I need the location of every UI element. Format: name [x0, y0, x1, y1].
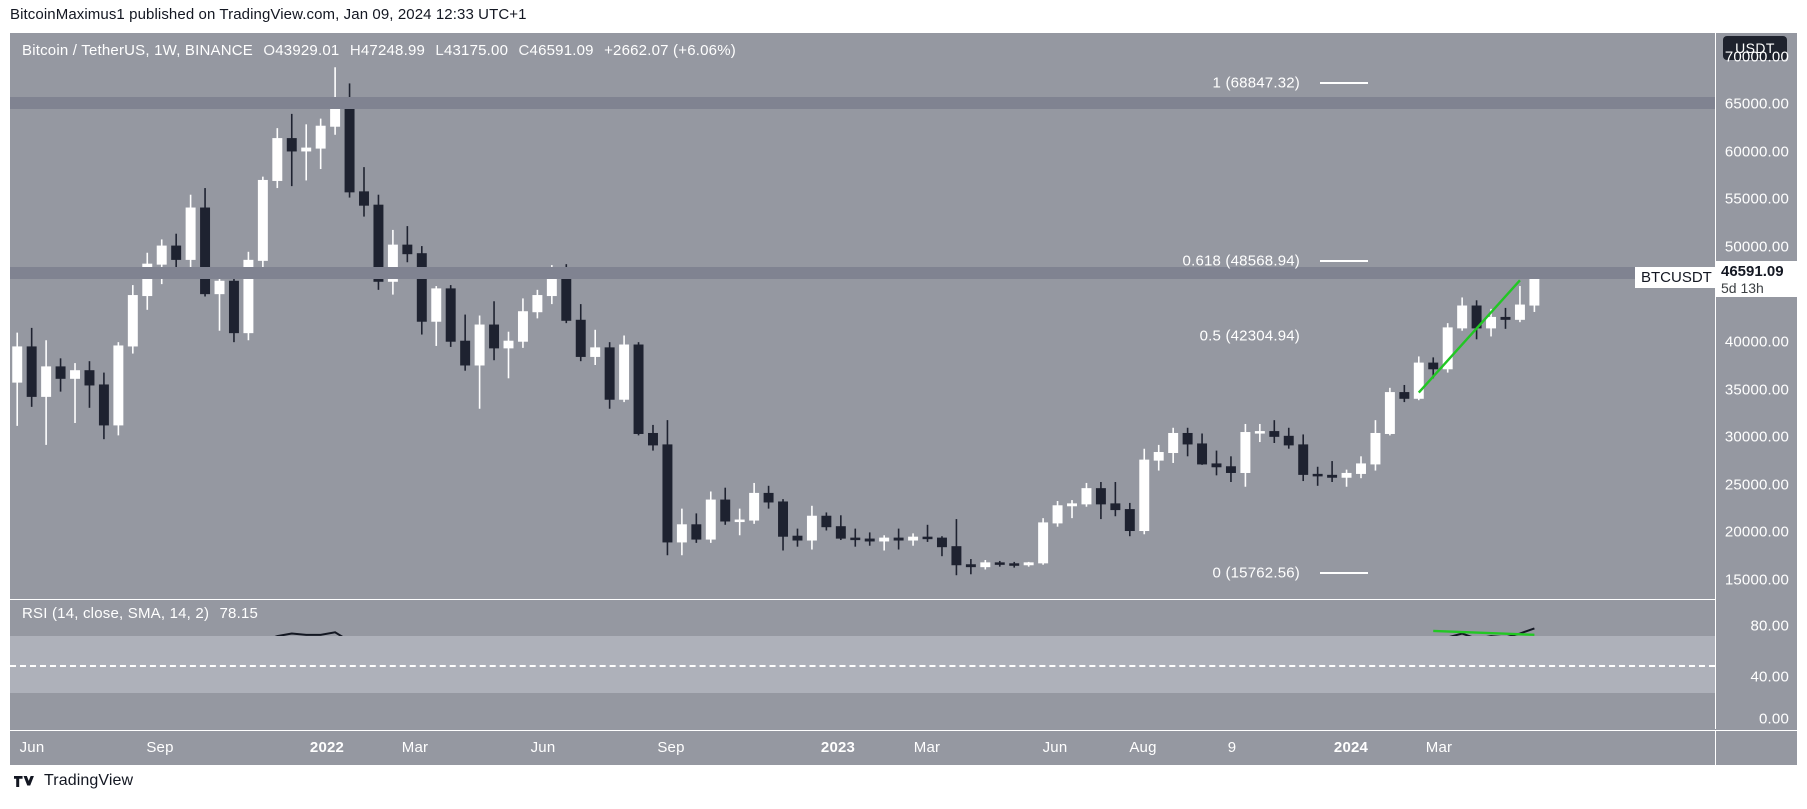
currency-badge[interactable]: USDT [1723, 36, 1787, 60]
price-axis-tick: 40000.00 [1724, 333, 1789, 351]
resistance-band [10, 96, 1715, 109]
pane-divider [10, 599, 1715, 600]
rsi-value: 78.15 [219, 605, 259, 622]
time-axis-tick: 2024 [1333, 739, 1369, 756]
current-price-value: 46591.09 [1721, 262, 1784, 280]
legend-symbol[interactable]: Bitcoin / TetherUS, 1W, BINANCE [22, 42, 254, 59]
fib-level-label[interactable]: 0.5 (42304.94) [1199, 327, 1300, 345]
rsi-title[interactable]: RSI (14, close, SMA, 14, 2) [22, 605, 210, 622]
fib-level-label[interactable]: 0 (15762.56) [1212, 564, 1300, 582]
legend-low-value: 43175.00 [443, 42, 509, 59]
legend-change: +2662.07 (+6.06%) [604, 42, 736, 59]
fib-level-label[interactable]: 1 (68847.32) [1212, 74, 1300, 92]
fib-level-line [1320, 259, 1368, 262]
fib-level-line [1320, 571, 1368, 574]
publisher-attribution: BitcoinMaximus1 published on TradingView… [10, 6, 527, 23]
price-axis-tick: 30000.00 [1724, 428, 1789, 446]
price-legend: Bitcoin / TetherUS, 1W, BINANCE O43929.0… [22, 42, 736, 59]
fib-level-label[interactable]: 0.618 (48568.94) [1182, 252, 1300, 270]
tradingview-logo-icon [14, 774, 36, 789]
price-axis-tick: 20000.00 [1724, 523, 1789, 541]
price-axis[interactable]: USDT 70000.00 65000.00 60000.00 55000.00 500… [1715, 33, 1797, 599]
rsi-axis[interactable]: 80.00 40.00 0.00 [1715, 600, 1797, 729]
current-price-tag[interactable]: 46591.09 5d 13h [1715, 261, 1797, 298]
rsi-middle-band [10, 636, 1715, 693]
bar-countdown: 5d 13h [1721, 279, 1764, 296]
legend-close-value: 46591.09 [529, 42, 594, 59]
time-axis-tick: Jun [1042, 739, 1068, 756]
price-plot-area[interactable]: 1 (68847.32) 0.618 (48568.94) 0.5 (42304.9… [10, 33, 1715, 599]
symbol-price-tag[interactable]: BTCUSDT [1635, 267, 1718, 289]
price-pane: 1 (68847.32) 0.618 (48568.94) 0.5 (42304.9… [10, 33, 1797, 599]
time-axis-tick: 2022 [309, 739, 345, 756]
legend-high-label: H [349, 42, 361, 59]
axis-separator-line [1715, 33, 1716, 729]
legend-close-label: C [518, 42, 530, 59]
time-axis-tick: Mar [1425, 739, 1453, 756]
price-axis-tick: 60000.00 [1724, 143, 1789, 161]
footer-branding: TradingView [14, 772, 133, 790]
fib-level-line [1320, 81, 1368, 84]
price-axis-tick: 65000.00 [1724, 95, 1789, 113]
time-axis-tick: Sep [146, 739, 174, 756]
time-axis-tick: 2023 [820, 739, 856, 756]
time-axis[interactable]: Jun Sep 2022 Mar Jun Sep 2023 Mar Jun Aug 9 2024 Mar [10, 730, 1797, 765]
rsi-axis-tick: 0.00 [1759, 710, 1789, 728]
chart-frame: 1 (68847.32) 0.618 (48568.94) 0.5 (42304.9… [10, 33, 1797, 765]
rsi-plot-area[interactable] [10, 600, 1715, 729]
rsi-axis-tick: 40.00 [1750, 668, 1789, 686]
price-axis-tick: 35000.00 [1724, 381, 1789, 399]
price-axis-tick: 55000.00 [1724, 190, 1789, 208]
legend-open-value: 43929.01 [275, 42, 340, 59]
time-axis-tick: Sep [657, 739, 685, 756]
legend-high-value: 47248.99 [360, 42, 426, 59]
time-axis-tick: Mar [913, 739, 941, 756]
price-axis-tick: 50000.00 [1724, 238, 1789, 256]
legend-low-label: L [435, 42, 444, 59]
price-axis-tick: 15000.00 [1724, 571, 1789, 589]
legend-open-label: O [263, 42, 276, 59]
rsi-legend: RSI (14, close, SMA, 14, 2) 78.15 [22, 605, 258, 622]
time-axis-tick: Aug [1129, 739, 1157, 756]
resistance-band [10, 266, 1715, 279]
price-axis-tick: 25000.00 [1724, 476, 1789, 494]
rsi-pane: RSI (14, close, SMA, 14, 2) 78.15 [10, 600, 1797, 729]
time-axis-tick: 9 [1227, 739, 1237, 756]
candlestick-series [10, 33, 1715, 599]
rsi-axis-tick: 80.00 [1750, 617, 1789, 635]
time-axis-tick: Jun [530, 739, 556, 756]
time-axis-tick: Mar [401, 739, 429, 756]
time-axis-separator [1715, 731, 1716, 765]
tradingview-wordmark: TradingView [44, 772, 134, 789]
rsi-midline [10, 664, 1715, 667]
price-axis-tick: 70000.00 [1724, 48, 1789, 66]
time-axis-tick: Jun [19, 739, 45, 756]
